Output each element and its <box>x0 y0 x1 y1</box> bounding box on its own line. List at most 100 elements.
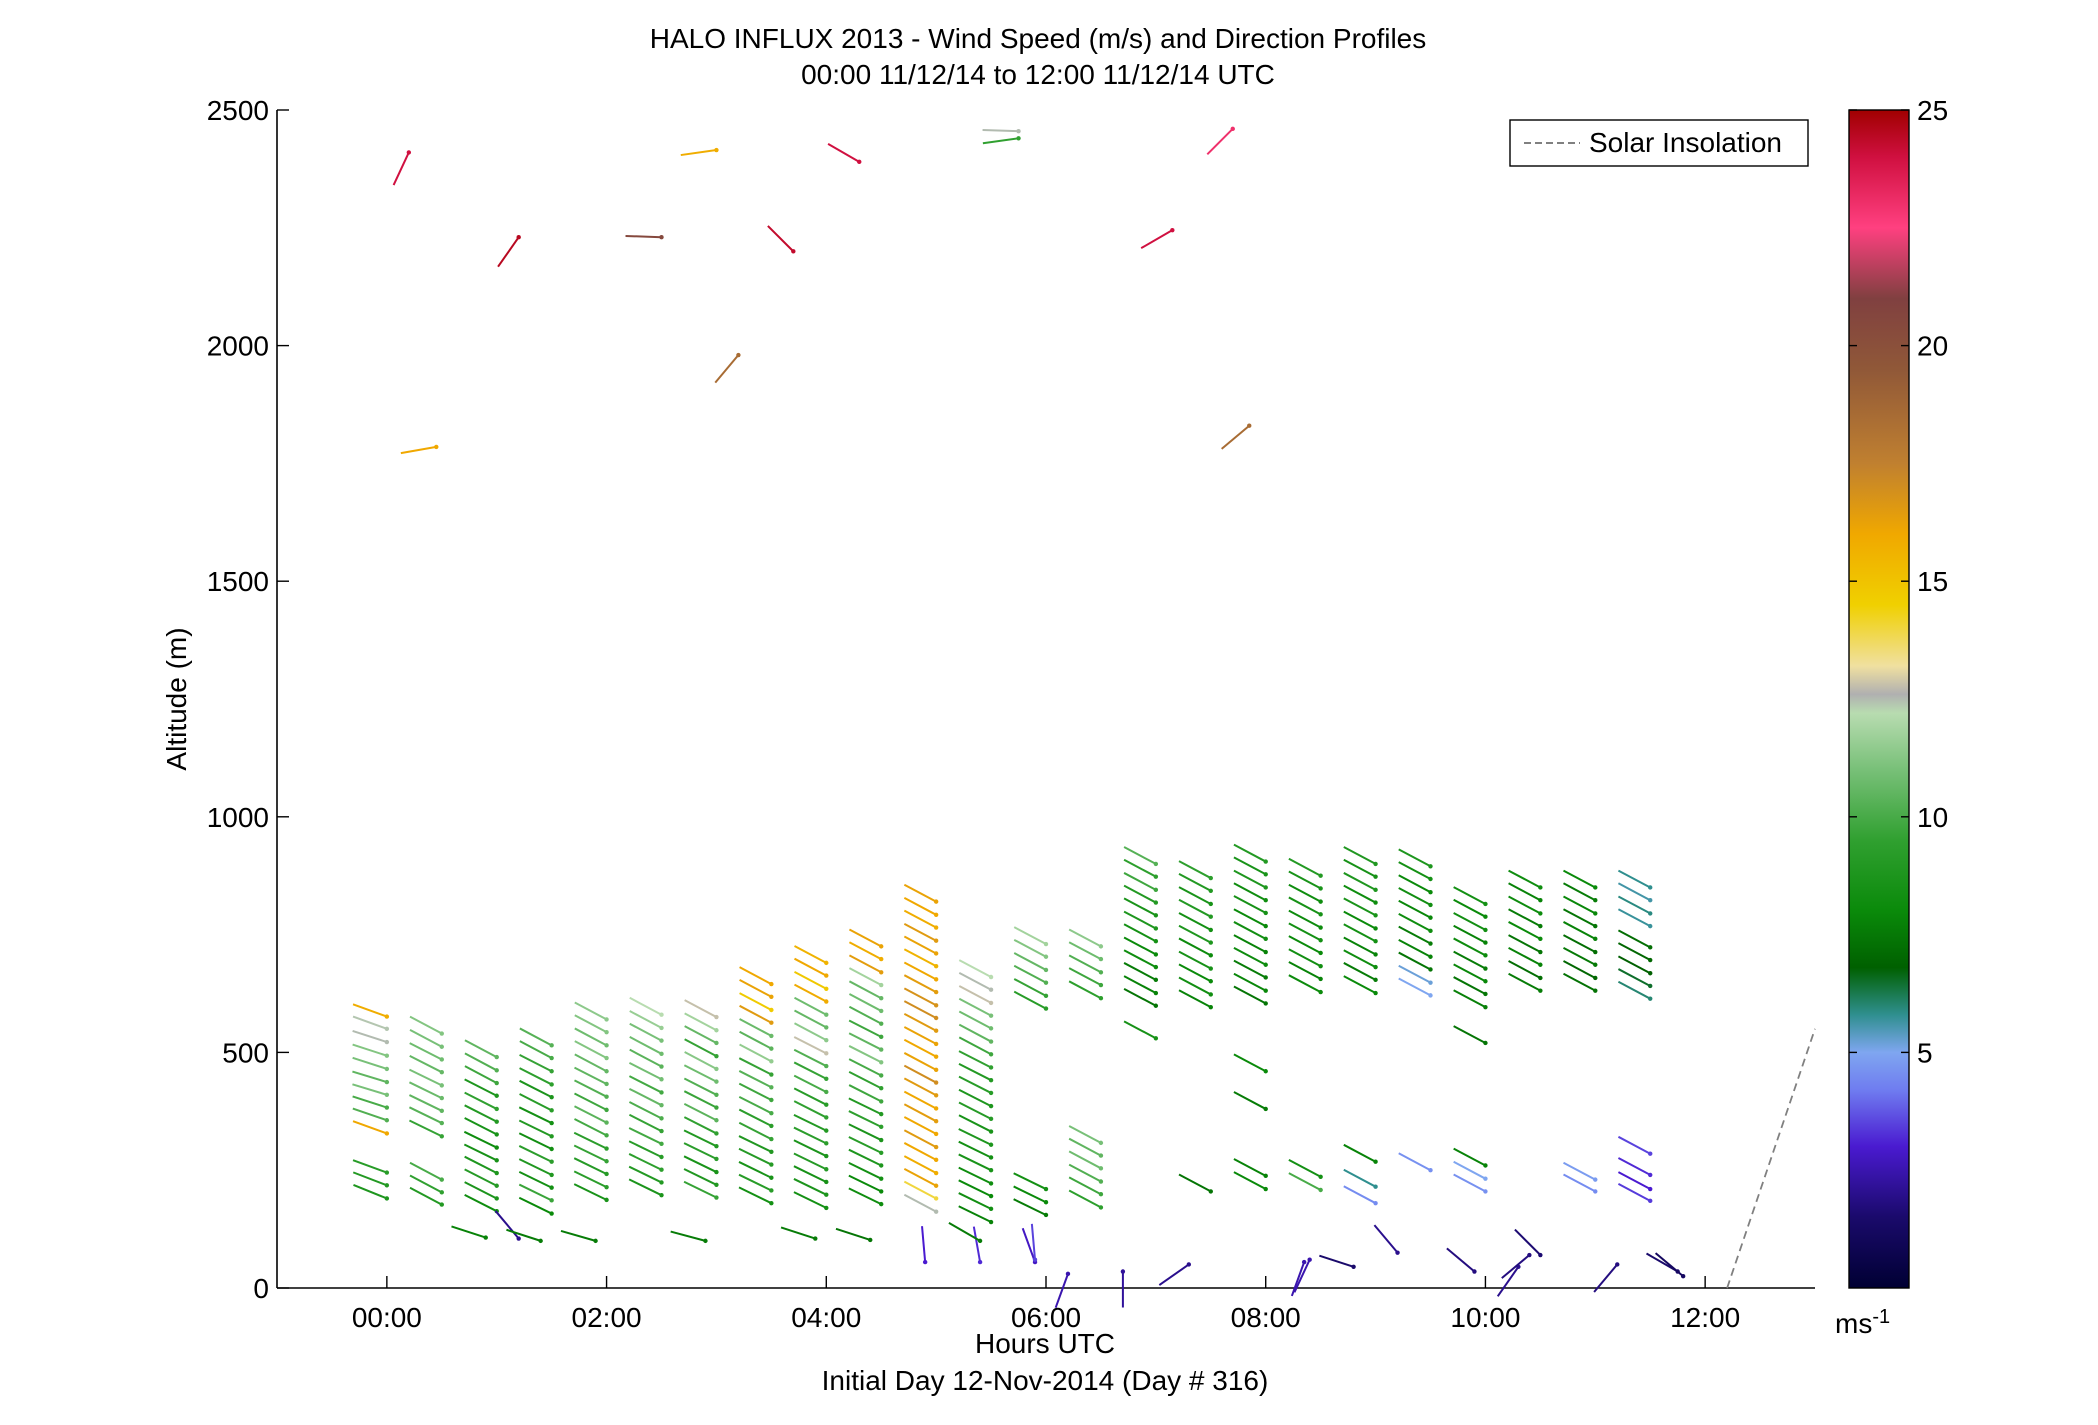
wind-vector-head-297 <box>1318 950 1323 956</box>
wind-vector-head-7 <box>384 1105 390 1110</box>
wind-vector-head-192 <box>933 1157 939 1163</box>
wind-vector-head-293 <box>1318 899 1323 904</box>
colorbar-gradient <box>1848 109 1910 1289</box>
wind-vector-12 <box>353 1184 388 1200</box>
wind-vector-78 <box>629 1036 662 1055</box>
wind-vector-149 <box>848 928 882 948</box>
wind-vector-head-191 <box>933 1144 939 1150</box>
wind-vector-head-358 <box>1593 885 1598 890</box>
wind-vector-head-384 <box>1680 1274 1686 1279</box>
wind-vector-head-369 <box>1615 1262 1620 1267</box>
wind-vector-376 <box>1617 955 1651 975</box>
plot-frame <box>277 110 1815 1288</box>
wind-vector-head-315 <box>1373 1159 1378 1164</box>
wind-vector-head-4 <box>384 1066 390 1072</box>
wind-vector-head-206 <box>988 1078 994 1083</box>
wind-vector-head-143 <box>824 1167 829 1172</box>
wind-vector-3 <box>352 1043 388 1057</box>
wind-vector-head-181 <box>933 1015 939 1021</box>
wind-vector-193 <box>903 1155 937 1174</box>
wind-vector-27 <box>464 1039 498 1058</box>
wind-vector-head-165 <box>879 1150 884 1155</box>
wind-vector-head-362 <box>1593 936 1598 942</box>
wind-vector-338 <box>1453 950 1486 970</box>
wind-vector-225 <box>1013 952 1047 971</box>
wind-vector-161 <box>848 1084 882 1103</box>
wind-vector-264 <box>1178 924 1212 944</box>
wind-vector-head-133 <box>824 1037 829 1043</box>
wind-vector-head-34 <box>494 1145 499 1150</box>
wind-vector-108 <box>739 966 772 985</box>
wind-vector-head-200 <box>988 1000 994 1006</box>
wind-vector-353 <box>1508 921 1541 940</box>
wind-vector-358 <box>1563 869 1596 889</box>
wind-vector-head-79 <box>659 1064 664 1069</box>
wind-vector-head-253 <box>1153 964 1159 970</box>
wind-vector-34 <box>463 1130 498 1149</box>
wind-vector-365 <box>1563 960 1596 979</box>
wind-vector-head-278 <box>1263 936 1268 942</box>
wind-vector-head-262 <box>1208 914 1213 919</box>
wind-vector-61 <box>574 1040 608 1059</box>
wind-vector-337 <box>1453 937 1486 957</box>
wind-vector-head-80 <box>659 1077 664 1082</box>
wind-vector-198 <box>958 959 992 978</box>
wind-vector-9 <box>352 1120 388 1135</box>
wind-vector-head-241 <box>1098 1179 1104 1184</box>
wind-vector-182 <box>903 1012 937 1032</box>
wind-vector-74 <box>625 234 662 239</box>
wind-vector-51 <box>518 1132 553 1150</box>
wind-vector-head-228 <box>1043 1006 1049 1011</box>
wind-vector-384 <box>1654 1252 1684 1277</box>
wind-vector-174 <box>903 909 937 929</box>
wind-vector-head-109 <box>769 994 774 999</box>
wind-vector-head-74 <box>659 235 664 240</box>
wind-vector-169 <box>848 1187 882 1206</box>
wind-vector-345 <box>1453 1173 1486 1193</box>
wind-vector-head-184 <box>933 1054 939 1059</box>
wind-vector-head-332 <box>1472 1269 1477 1274</box>
wind-vector-30 <box>464 1078 498 1097</box>
wind-vector-204 <box>958 1036 992 1056</box>
wind-vector-98 <box>683 1090 717 1109</box>
wind-vector-head-91 <box>714 1014 719 1020</box>
wind-vector-208 <box>958 1088 992 1108</box>
wind-vector-head-370 <box>1648 885 1653 890</box>
wind-vector-head-374 <box>1648 945 1653 950</box>
wind-vector-head-180 <box>933 1003 939 1008</box>
wind-vector-head-380 <box>1648 1172 1653 1178</box>
wind-vector-head-209 <box>988 1116 994 1122</box>
wind-vector-head-333 <box>1483 901 1488 907</box>
wind-vector-head-318 <box>1395 1250 1400 1255</box>
wind-vector-head-375 <box>1648 957 1653 963</box>
wind-vector-206 <box>958 1062 992 1082</box>
wind-vector-head-212 <box>988 1155 994 1160</box>
wind-vector-head-210 <box>988 1129 994 1134</box>
wind-vector-head-195 <box>933 1196 939 1201</box>
wind-vector-head-376 <box>1648 971 1653 976</box>
wind-vector-112 <box>739 1018 772 1037</box>
wind-vector-212 <box>958 1140 992 1159</box>
wind-vector-116 <box>738 1070 772 1089</box>
wind-vector-356 <box>1508 960 1541 979</box>
wind-vector-352 <box>1508 908 1541 928</box>
wind-vector-144 <box>793 1165 827 1183</box>
wind-vector-head-151 <box>879 970 884 975</box>
wind-vector-head-87 <box>659 1167 664 1172</box>
colorbar: 5 10 15 20 25 ms-1 <box>1835 95 1948 1339</box>
wind-vector-head-361 <box>1593 923 1598 929</box>
wind-vector-129 <box>794 971 827 990</box>
wind-vector-286 <box>1233 1158 1267 1177</box>
wind-vector-head-266 <box>1208 966 1213 971</box>
wind-vector-head-185 <box>933 1067 939 1073</box>
wind-vector-head-307 <box>1373 900 1378 905</box>
wind-vector-head-221 <box>1016 129 1021 134</box>
wind-vector-head-21 <box>439 1108 444 1114</box>
wind-vector-136 <box>793 1061 827 1080</box>
wind-vector-head-329 <box>1428 980 1433 985</box>
wind-vector-77 <box>629 1022 662 1042</box>
wind-vector-head-43 <box>549 1043 554 1048</box>
wind-vector-317 <box>1343 1185 1377 1205</box>
wind-vector-336 <box>1453 924 1486 944</box>
wind-vector-90 <box>680 149 717 157</box>
